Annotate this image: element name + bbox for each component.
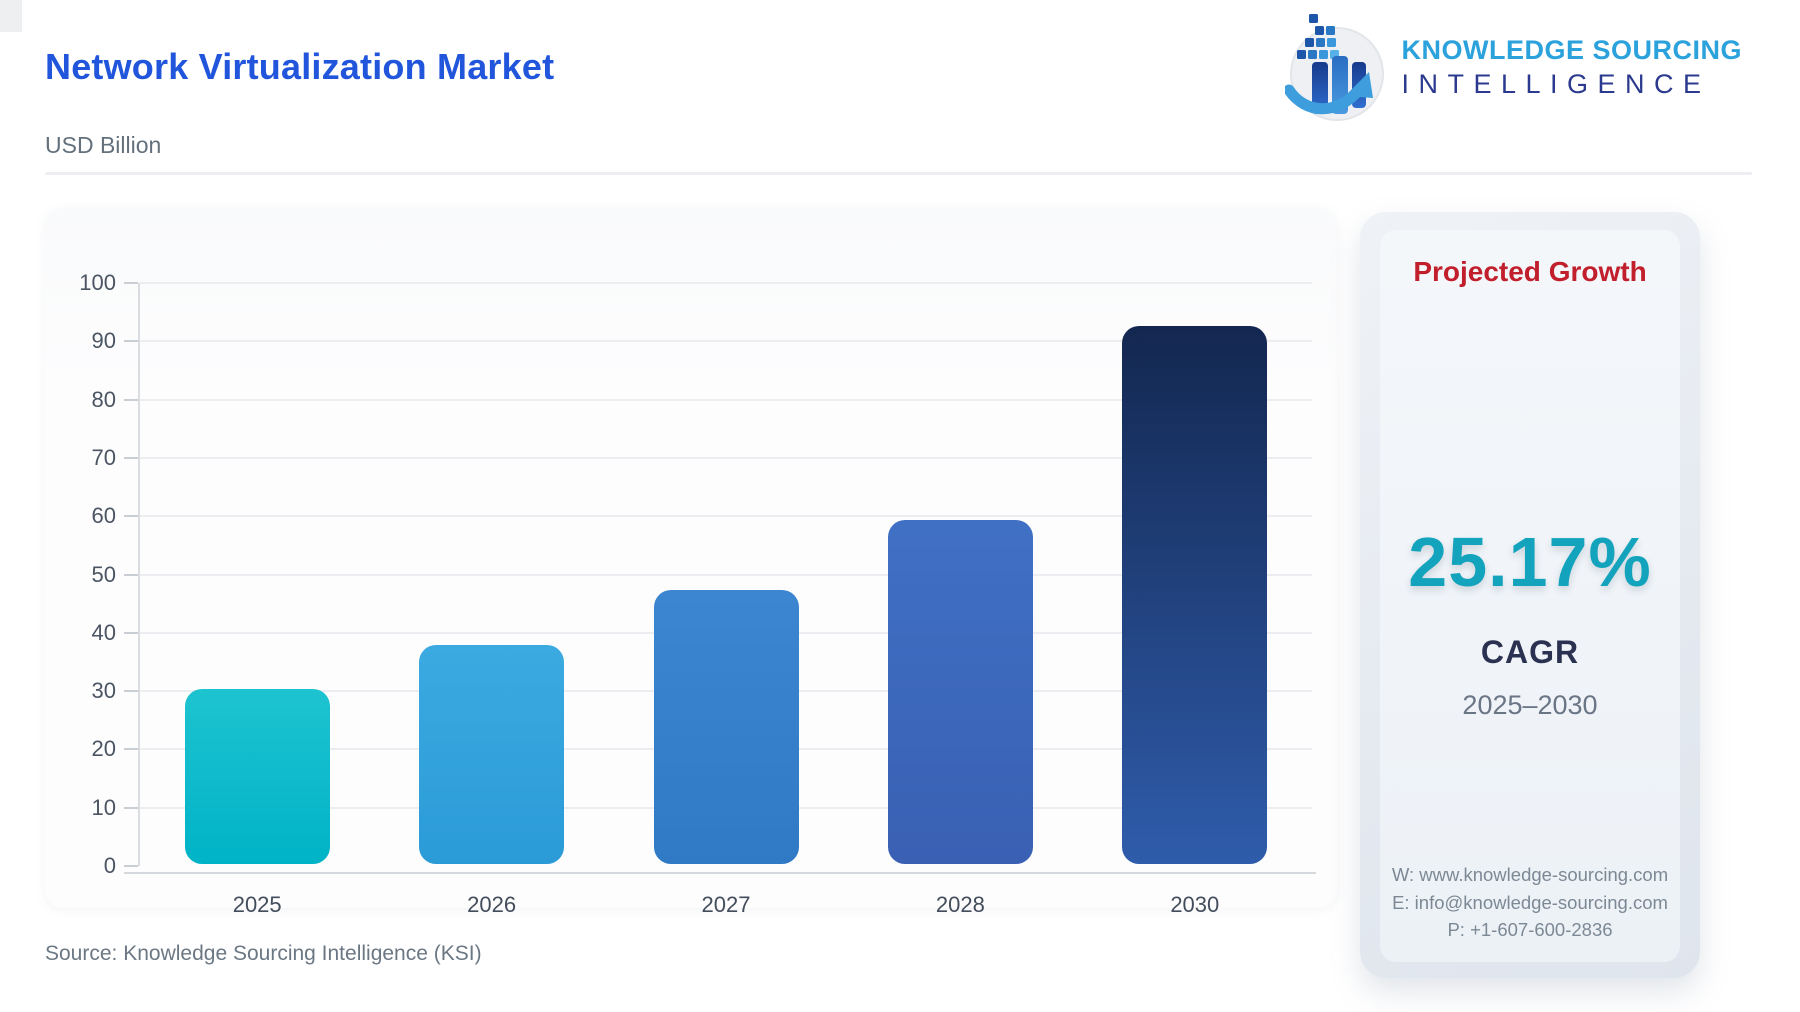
contact-block: W: www.knowledge-sourcing.com E: info@kn… [1380, 861, 1680, 944]
y-tick-10 [124, 806, 138, 809]
bar-chart-plot-area: 0 10 20 30 40 50 60 70 80 90 100 2025 2026 2027 2028 20… [79, 270, 1316, 917]
gridline-50 [140, 573, 1312, 576]
y-tick-label-30: 30 [91, 678, 116, 704]
y-tick-label-40: 40 [91, 619, 116, 645]
y-tick-80 [124, 398, 138, 401]
gridline-60 [140, 515, 1312, 518]
y-tick-30 [124, 690, 138, 693]
gridline-90 [140, 340, 1312, 343]
x-tick-label-2028: 2028 [935, 892, 985, 917]
x-tick-label-2027: 2027 [701, 892, 751, 917]
x-axis-line [124, 872, 1316, 874]
x-tick-label-2025: 2025 [232, 892, 282, 917]
corner-artifact [0, 0, 22, 32]
gridline-80 [140, 398, 1312, 401]
panel-title: Projected Growth [1413, 256, 1647, 287]
projected-growth-panel: Projected Growth 25.17% CAGR 2025–2030 W… [1360, 212, 1700, 978]
bar-2026 [419, 645, 565, 864]
y-tick-label-70: 70 [91, 444, 116, 470]
bar-2027 [653, 590, 799, 864]
bar-2025 [184, 689, 330, 864]
cagr-label: CAGR [1480, 634, 1580, 670]
y-tick-label-100: 100 [79, 270, 116, 295]
cagr-value: 25.17% [1408, 523, 1652, 601]
gridline-100 [140, 282, 1312, 284]
x-tick-label-2030: 2030 [1170, 892, 1220, 917]
y-tick-label-90: 90 [91, 328, 116, 354]
y-tick-50 [124, 573, 138, 576]
y-tick-20 [124, 748, 138, 751]
y-tick-label-60: 60 [91, 503, 116, 529]
page-title: Network Virtualization Market [45, 46, 555, 87]
y-tick-40 [124, 631, 138, 634]
y-axis-line [138, 283, 140, 866]
logo-line2: INTELLIGENCE [1401, 68, 1711, 99]
logo-line1: KNOWLEDGE SOURCING [1401, 34, 1742, 65]
y-tick-label-80: 80 [91, 386, 116, 412]
ksi-globe-bars-arrow-icon [1285, 14, 1385, 121]
y-tick-label-50: 50 [91, 561, 116, 587]
gridline-70 [140, 456, 1312, 459]
bar-2030 [1122, 325, 1268, 864]
source-note: Source: Knowledge Sourcing Intelligence … [45, 942, 482, 965]
y-tick-label-10: 10 [91, 794, 116, 820]
y-tick-100 [124, 282, 138, 284]
ksi-logo: KNOWLEDGE SOURCING INTELLIGENCE [1285, 12, 1742, 122]
y-tick-90 [124, 340, 138, 343]
y-tick-label-20: 20 [91, 736, 116, 762]
page-subtitle: USD Billion [45, 132, 162, 158]
contact-phone: P: +1-607-600-2836 [1447, 919, 1613, 941]
x-tick-label-2026: 2026 [467, 892, 517, 917]
contact-email: E: info@knowledge-sourcing.com [1392, 891, 1668, 913]
bar-2028 [887, 520, 1033, 864]
y-tick-60 [124, 515, 138, 518]
chart-card: 0 10 20 30 40 50 60 70 80 90 100 2025 2026 2027 2028 20… [45, 208, 1337, 917]
header-divider [45, 172, 1752, 175]
ksi-logo-text: KNOWLEDGE SOURCING INTELLIGENCE [1401, 35, 1742, 100]
y-tick-0 [124, 865, 138, 867]
y-tick-70 [124, 456, 138, 459]
projected-growth-card: Projected Growth 25.17% CAGR 2025–2030 W… [1380, 230, 1680, 962]
y-tick-label-0: 0 [103, 853, 116, 878]
contact-website: W: www.knowledge-sourcing.com [1391, 863, 1669, 885]
cagr-period: 2025–2030 [1462, 690, 1598, 720]
